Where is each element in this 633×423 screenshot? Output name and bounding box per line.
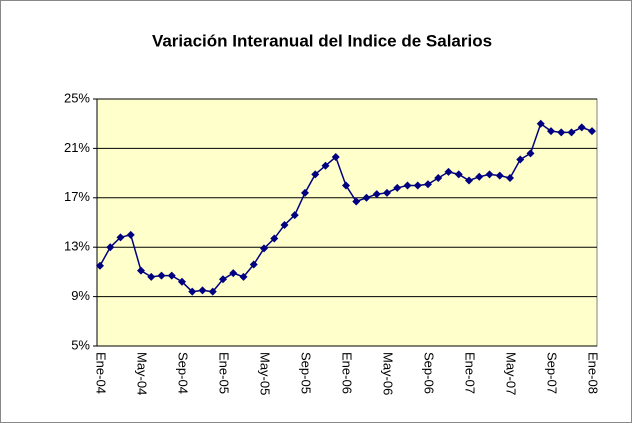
point-marker bbox=[495, 171, 504, 180]
point-marker bbox=[475, 172, 484, 181]
point-marker bbox=[383, 188, 391, 197]
point-marker bbox=[413, 181, 422, 190]
point-marker bbox=[106, 243, 115, 252]
point-marker bbox=[352, 197, 361, 206]
chart-title: Variación Interanual del Indice de Salar… bbox=[152, 31, 492, 50]
point-marker bbox=[557, 128, 566, 137]
x-tick-label: Sep-04 bbox=[176, 352, 191, 394]
point-marker bbox=[239, 272, 248, 281]
point-marker bbox=[567, 128, 576, 137]
point-marker bbox=[219, 275, 227, 284]
x-tick-label: May-04 bbox=[135, 352, 150, 395]
point-marker bbox=[321, 161, 330, 170]
point-marker bbox=[588, 127, 596, 136]
point-marker bbox=[188, 287, 197, 296]
point-marker bbox=[290, 211, 299, 220]
point-marker bbox=[116, 233, 125, 242]
y-tick-label: 9% bbox=[71, 288, 90, 303]
point-marker bbox=[526, 149, 535, 158]
point-marker bbox=[208, 287, 217, 296]
y-tick-label: 25% bbox=[64, 90, 90, 105]
x-tick-label: May-07 bbox=[504, 352, 519, 395]
point-marker bbox=[270, 234, 279, 243]
point-marker bbox=[516, 155, 525, 164]
point-marker bbox=[506, 174, 514, 183]
point-marker bbox=[301, 188, 309, 197]
point-marker bbox=[393, 183, 402, 192]
y-tick-label: 13% bbox=[64, 239, 90, 254]
point-marker bbox=[260, 244, 268, 253]
point-marker bbox=[280, 220, 289, 229]
point-marker bbox=[157, 271, 166, 280]
x-tick-label: Ene-04 bbox=[94, 352, 109, 394]
point-marker bbox=[311, 170, 320, 179]
x-tick-label: Sep-06 bbox=[422, 352, 437, 394]
point-marker bbox=[434, 174, 443, 183]
x-tick-label: Ene-08 bbox=[586, 352, 601, 394]
point-marker bbox=[249, 260, 258, 269]
point-marker bbox=[126, 230, 135, 239]
x-tick-label: Ene-06 bbox=[340, 352, 355, 394]
point-marker bbox=[362, 193, 371, 202]
point-marker bbox=[403, 181, 412, 190]
y-tick-label: 17% bbox=[64, 189, 90, 204]
x-tick-label: Ene-07 bbox=[463, 352, 478, 394]
point-marker bbox=[536, 119, 545, 128]
x-tick-label: Sep-05 bbox=[299, 352, 314, 394]
point-marker bbox=[342, 181, 350, 190]
point-marker bbox=[147, 272, 156, 281]
y-tick-label: 5% bbox=[71, 337, 90, 352]
y-tick-label: 21% bbox=[64, 140, 90, 155]
point-marker bbox=[372, 190, 381, 199]
point-marker bbox=[547, 127, 555, 136]
point-marker bbox=[485, 170, 494, 179]
point-marker bbox=[198, 286, 207, 295]
point-marker bbox=[178, 277, 186, 286]
point-marker bbox=[424, 180, 432, 189]
point-marker bbox=[454, 170, 463, 179]
x-tick-label: May-05 bbox=[258, 352, 273, 395]
x-tick-label: Sep-07 bbox=[545, 352, 560, 394]
point-marker bbox=[444, 167, 453, 176]
point-marker bbox=[229, 269, 238, 278]
point-marker bbox=[331, 153, 340, 162]
point-marker bbox=[96, 261, 104, 270]
point-marker bbox=[137, 266, 145, 275]
plot-area bbox=[96, 98, 598, 347]
x-tick-label: Ene-05 bbox=[217, 352, 232, 394]
x-tick-label: May-06 bbox=[381, 352, 396, 395]
point-marker bbox=[167, 271, 176, 280]
point-marker bbox=[465, 176, 473, 185]
point-marker bbox=[577, 123, 586, 132]
